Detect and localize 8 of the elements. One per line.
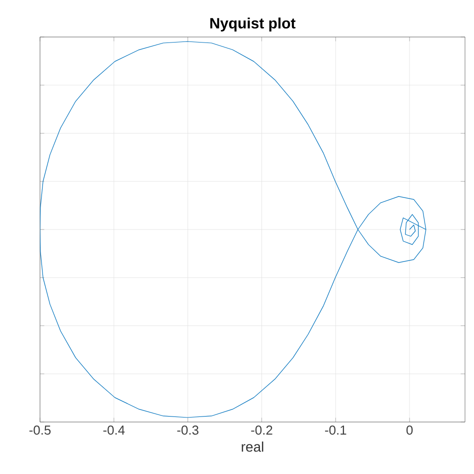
x-tick-label: -0.5 <box>29 426 51 435</box>
x-tick-label: 0 <box>406 426 413 435</box>
x-tick-label: -0.1 <box>325 426 346 435</box>
x-tick-label: -0.4 <box>103 426 125 435</box>
x-tick-label: -0.3 <box>177 426 198 435</box>
x-tick-label: -0.2 <box>251 426 272 435</box>
x-axis-title: real <box>242 442 264 452</box>
chart-title: Nyquist plot <box>210 18 296 32</box>
